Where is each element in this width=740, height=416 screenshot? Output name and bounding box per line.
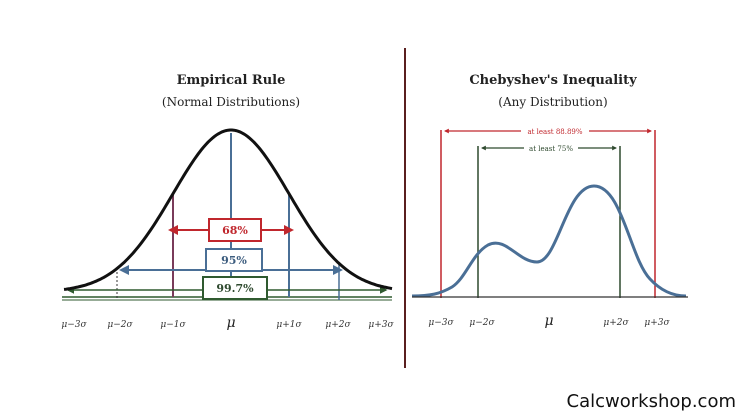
tick-plus-3-sigma: μ+3σ (368, 320, 394, 330)
empirical-rule-panel: Empirical Rule (Normal Distributions) 68… (61, 73, 394, 331)
tick-plus-1-sigma: μ+1σ (276, 320, 302, 330)
tick-minus-3-sigma: μ−3σ (61, 320, 87, 330)
chebyshev-panel: Chebyshev's Inequality (Any Distribution… (411, 73, 688, 329)
chebyshev-subtitle: (Any Distribution) (498, 95, 607, 109)
interval-95-box: 95% (205, 248, 263, 272)
interval-68-label: 68% (222, 224, 248, 237)
cheb-tick-plus-2-sigma: μ+2σ (603, 318, 629, 328)
tick-plus-2-sigma: μ+2σ (325, 320, 351, 330)
cheb-tick-mu: μ (544, 313, 553, 329)
cheb-tick-minus-2-sigma: μ−2σ (469, 318, 495, 328)
bimodal-curve (411, 184, 687, 298)
watermark: Calcworkshop.com (567, 391, 736, 412)
normal-curve (63, 128, 393, 291)
empirical-subtitle: (Normal Distributions) (162, 95, 300, 109)
tick-minus-1-sigma: μ−1σ (160, 320, 186, 330)
interval-99-7-label: 99.7% (216, 282, 254, 295)
cheb-tick-minus-3-sigma: μ−3σ (428, 318, 454, 328)
chebyshev-title: Chebyshev's Inequality (469, 73, 637, 88)
interval-95-label: 95% (221, 254, 247, 267)
cheb-tick-plus-3-sigma: μ+3σ (644, 318, 670, 328)
interval-68-box: 68% (208, 218, 262, 242)
cheb-88-label: at least 88.89% (527, 128, 582, 136)
cheb-75-label: at least 75% (529, 145, 573, 153)
tick-mu: μ (226, 315, 235, 331)
tick-minus-2-sigma: μ−2σ (107, 320, 133, 330)
empirical-title: Empirical Rule (177, 73, 286, 88)
interval-99-7-box: 99.7% (202, 276, 268, 300)
